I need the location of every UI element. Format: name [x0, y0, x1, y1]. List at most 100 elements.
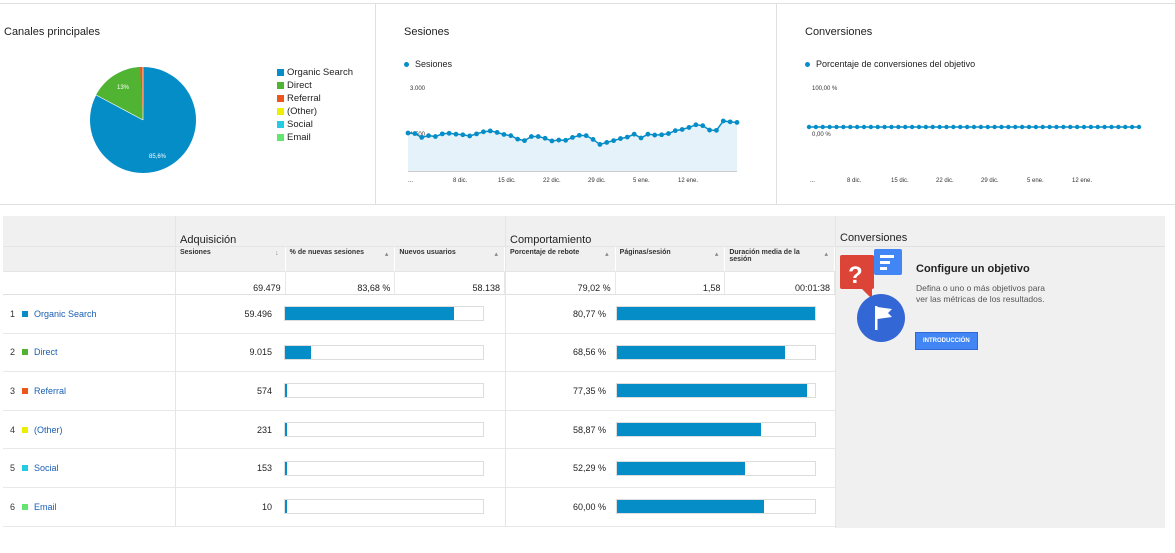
sessions-point[interactable] [645, 131, 651, 137]
conversions-point[interactable] [999, 124, 1004, 130]
sessions-point[interactable] [624, 134, 630, 140]
sessions-point[interactable] [460, 132, 466, 138]
sessions-point[interactable] [528, 134, 534, 139]
conversions-point[interactable] [1040, 124, 1045, 130]
legend-item[interactable]: (Other) [277, 105, 353, 118]
sessions-point[interactable] [563, 137, 569, 143]
conversions-point[interactable] [1109, 124, 1114, 130]
pie-slice-direct[interactable] [96, 67, 143, 120]
sessions-point[interactable] [679, 127, 685, 132]
legend-item[interactable]: Email [277, 131, 353, 144]
sessions-point[interactable] [522, 138, 527, 144]
channels-pie[interactable]: 13% 85,6% [83, 60, 203, 180]
sessions-point[interactable] [412, 131, 418, 136]
col-bounce-rate[interactable]: Porcentaje de rebote ▴ [506, 247, 616, 271]
legend-item[interactable]: Social [277, 118, 353, 131]
conversions-point[interactable] [868, 124, 874, 130]
sessions-point[interactable] [652, 132, 658, 138]
conversions-point[interactable] [909, 124, 915, 130]
conversions-point[interactable] [861, 124, 867, 130]
sessions-point[interactable] [419, 135, 425, 140]
sessions-point[interactable] [604, 139, 610, 145]
conversions-point[interactable] [923, 124, 929, 130]
sessions-point[interactable] [446, 130, 452, 136]
col-sessions[interactable]: Sesiones ↓ [176, 247, 286, 271]
conversions-point[interactable] [1081, 124, 1087, 130]
conversions-point[interactable] [903, 124, 908, 130]
conversions-point[interactable] [1074, 124, 1080, 130]
col-new-users[interactable]: Nuevos usuarios ▴ [395, 247, 506, 271]
sessions-point[interactable] [439, 131, 445, 137]
sessions-line-chart[interactable]: 3.000 1.500 ... 8 dic. 15 dic. 22 dic. 29 di… [403, 78, 763, 188]
conversions-point[interactable] [992, 124, 997, 130]
conversions-point[interactable] [882, 124, 887, 130]
conversions-point[interactable] [813, 124, 819, 130]
sessions-point[interactable] [508, 133, 514, 139]
channel-link[interactable]: Organic Search [34, 308, 97, 319]
sessions-point[interactable] [734, 120, 740, 125]
conversions-point[interactable] [848, 124, 853, 130]
conversions-point[interactable] [854, 124, 860, 130]
conversions-point[interactable] [1013, 124, 1018, 130]
conversions-point[interactable] [1123, 124, 1128, 130]
sessions-point[interactable] [494, 130, 500, 135]
conversions-point[interactable] [985, 124, 990, 130]
conversions-point[interactable] [1054, 124, 1059, 130]
channel-link[interactable]: (Other) [34, 424, 63, 435]
conversions-point[interactable] [1006, 124, 1011, 130]
sessions-point[interactable] [720, 118, 726, 124]
conversions-point[interactable] [1061, 124, 1066, 130]
conversions-point[interactable] [1047, 124, 1052, 130]
channel-link[interactable]: Referral [34, 385, 67, 396]
sessions-point[interactable] [549, 138, 555, 144]
conversions-point[interactable] [820, 124, 825, 130]
conversions-point[interactable] [1019, 124, 1025, 130]
conversions-point[interactable] [916, 124, 922, 130]
conversions-point[interactable] [971, 124, 977, 130]
sessions-point[interactable] [707, 127, 712, 133]
sessions-point[interactable] [405, 130, 411, 136]
conversions-point[interactable] [1102, 124, 1107, 130]
sessions-point[interactable] [501, 132, 507, 137]
conversions-point[interactable] [1129, 124, 1135, 130]
sessions-point[interactable] [631, 131, 637, 137]
conversions-point[interactable] [875, 124, 880, 130]
conversions-point[interactable] [1095, 124, 1100, 130]
sessions-point[interactable] [467, 133, 473, 139]
conversions-point[interactable] [944, 124, 949, 130]
conversions-point[interactable] [1116, 124, 1121, 130]
sessions-point[interactable] [542, 135, 548, 141]
channel-link[interactable]: Direct [34, 347, 58, 358]
sessions-point[interactable] [583, 133, 589, 139]
sessions-point[interactable] [700, 123, 706, 129]
conversions-point[interactable] [930, 124, 935, 130]
conversions-point[interactable] [841, 124, 846, 130]
conversions-point[interactable] [1026, 124, 1032, 130]
conversions-point[interactable] [958, 124, 963, 130]
sessions-point[interactable] [590, 137, 596, 142]
sessions-point[interactable] [515, 136, 521, 142]
sessions-point[interactable] [570, 135, 575, 140]
conversions-point[interactable] [1136, 124, 1142, 130]
sessions-point[interactable] [659, 132, 665, 138]
sessions-point[interactable] [693, 122, 699, 128]
channel-link[interactable]: Social [34, 463, 59, 474]
conversions-point[interactable] [834, 124, 839, 130]
conversions-point[interactable] [951, 124, 956, 130]
col-avg-duration[interactable]: Duración media de la sesión ▴ [725, 247, 836, 271]
pie-slice-other[interactable] [140, 66, 143, 120]
conversions-line-chart[interactable]: 100,00 % 0,00 % ... 8 dic. 15 dic. 22 dic. 2… [805, 78, 1175, 188]
sessions-point[interactable] [535, 134, 541, 139]
sessions-point[interactable] [611, 138, 617, 144]
conversions-point[interactable] [964, 124, 970, 130]
conversions-point[interactable] [806, 124, 812, 130]
sessions-point[interactable] [433, 134, 438, 139]
sessions-point[interactable] [597, 142, 603, 147]
sessions-point[interactable] [714, 127, 719, 133]
introduction-button[interactable]: INTRODUCCIÓN [915, 332, 978, 350]
legend-item[interactable]: Referral [277, 92, 353, 105]
sessions-point[interactable] [480, 129, 486, 135]
sessions-point[interactable] [576, 132, 582, 138]
sessions-point[interactable] [487, 128, 493, 134]
sessions-point[interactable] [672, 128, 678, 134]
